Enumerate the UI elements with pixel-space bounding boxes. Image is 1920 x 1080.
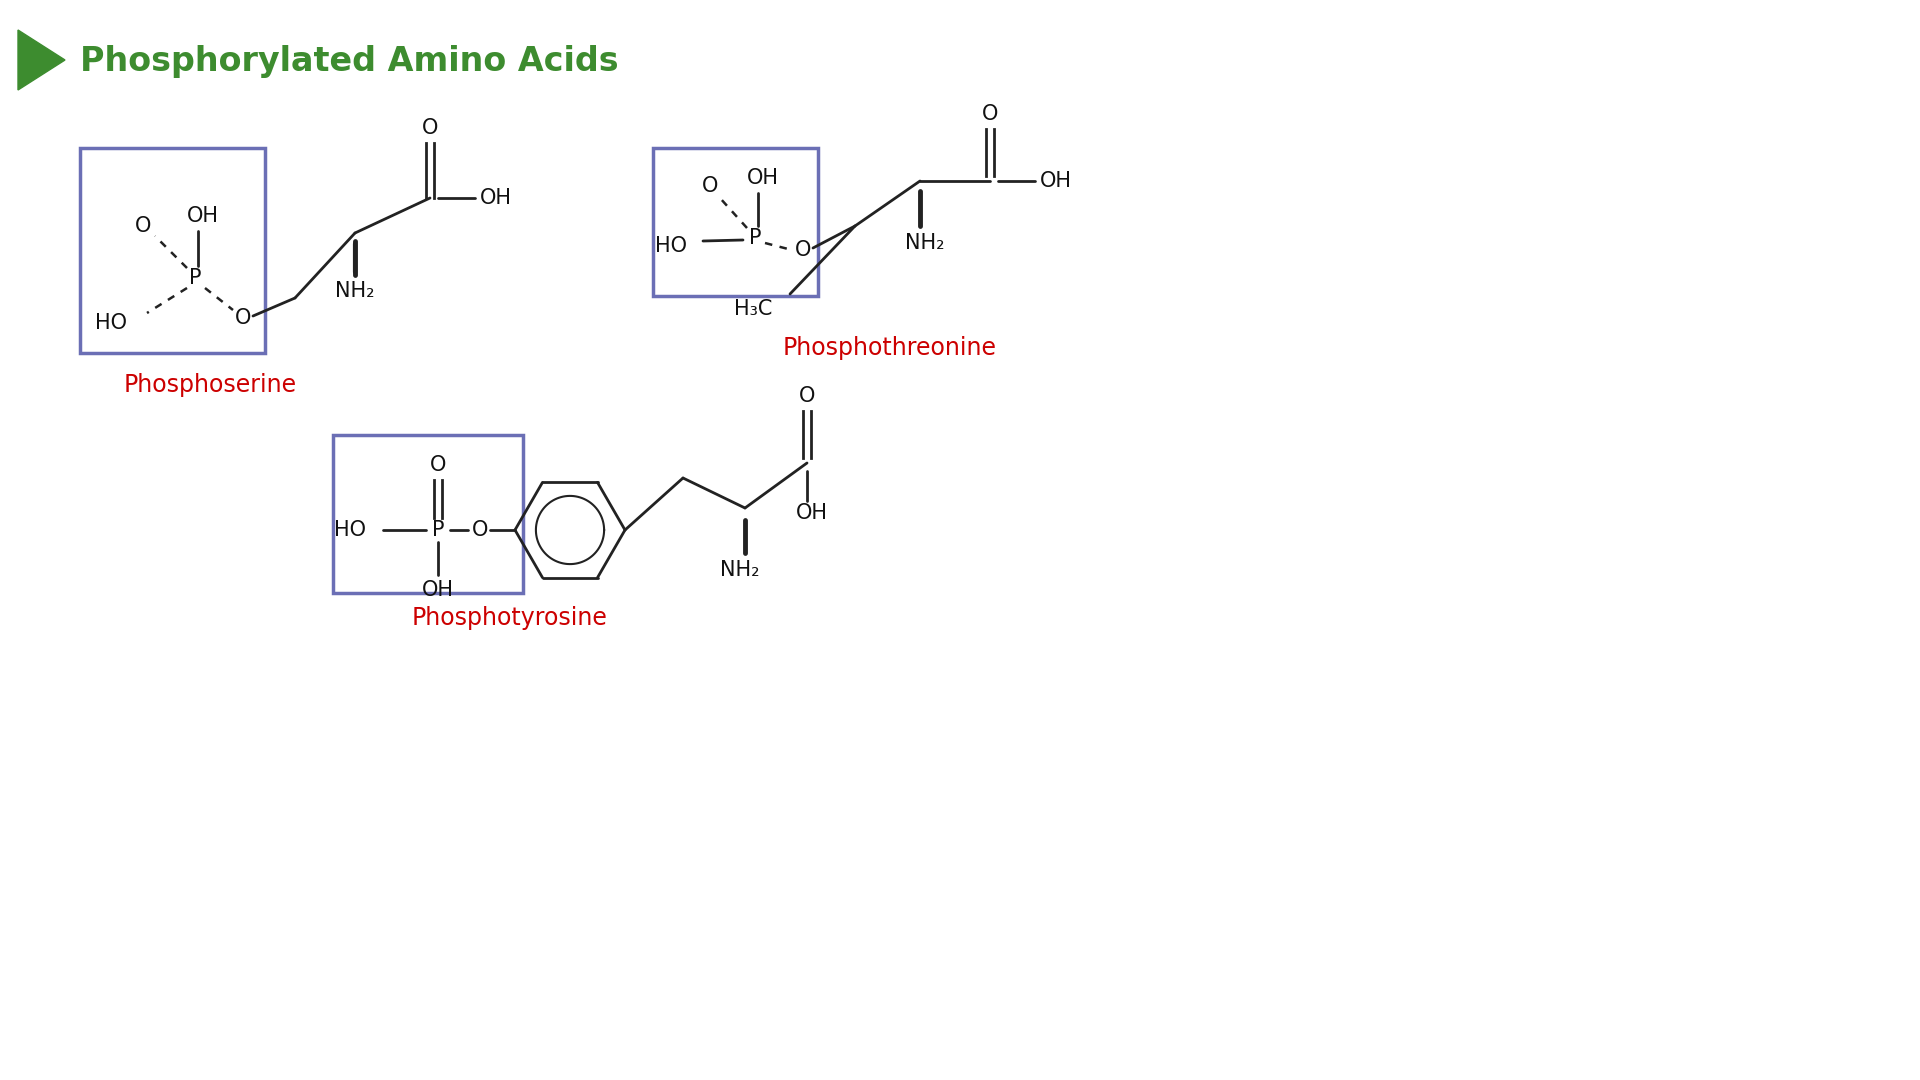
Polygon shape — [17, 30, 65, 90]
Text: HO: HO — [334, 519, 367, 540]
Bar — [653, 148, 818, 296]
Text: O: O — [422, 118, 438, 138]
Bar — [81, 148, 265, 353]
Text: NH₂: NH₂ — [720, 561, 760, 580]
Text: NH₂: NH₂ — [904, 233, 945, 253]
Text: OH: OH — [747, 168, 780, 188]
Text: OH: OH — [797, 503, 828, 523]
Text: H₃C: H₃C — [733, 299, 772, 319]
Text: OH: OH — [422, 580, 453, 600]
Text: O: O — [703, 176, 718, 195]
Text: OH: OH — [1041, 171, 1071, 191]
Text: Phosphothreonine: Phosphothreonine — [783, 336, 996, 360]
Text: Phosphorylated Amino Acids: Phosphorylated Amino Acids — [81, 45, 618, 79]
Text: OH: OH — [480, 188, 513, 208]
Text: O: O — [134, 216, 152, 237]
Text: P: P — [432, 519, 444, 540]
Text: O: O — [981, 104, 998, 124]
Text: NH₂: NH₂ — [336, 281, 374, 301]
Text: HO: HO — [655, 237, 687, 256]
Text: P: P — [749, 228, 760, 248]
Text: O: O — [472, 519, 488, 540]
Text: HO: HO — [94, 313, 127, 333]
Text: OH: OH — [186, 206, 219, 226]
Text: O: O — [799, 386, 816, 406]
Text: O: O — [234, 308, 252, 328]
Text: P: P — [188, 268, 202, 288]
Bar — [332, 435, 522, 593]
Text: O: O — [795, 240, 810, 260]
Text: Phosphoserine: Phosphoserine — [123, 373, 296, 397]
Text: O: O — [430, 455, 445, 475]
Text: Phosphotyrosine: Phosphotyrosine — [413, 606, 609, 630]
